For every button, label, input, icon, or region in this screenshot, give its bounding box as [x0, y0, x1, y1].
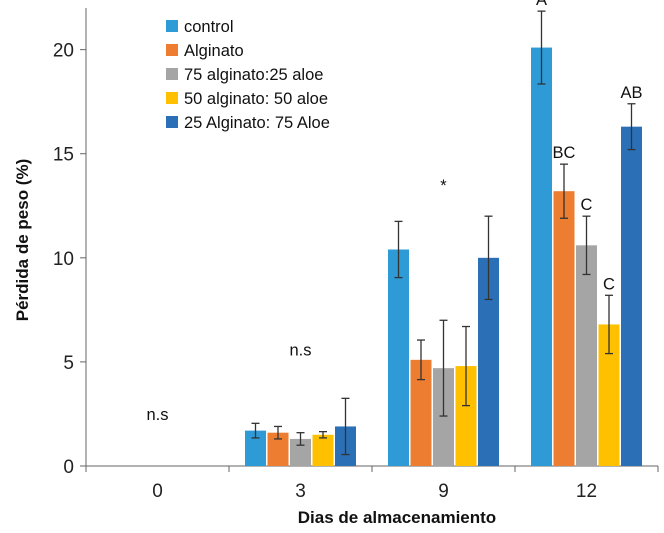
bar-annotation: BC	[553, 144, 576, 162]
bar	[290, 438, 311, 466]
y-tick-label: 0	[63, 457, 74, 478]
legend-label: 50 alginato: 50 aloe	[184, 90, 328, 108]
x-tick-label: 9	[438, 481, 449, 502]
legend-swatch	[166, 20, 178, 32]
x-tick-label: 0	[152, 481, 163, 502]
legend-label: 25 Alginato: 75 Aloe	[184, 114, 330, 132]
error-bar-group	[251, 10, 636, 456]
axis-ticks: 0 5 10 15 20 0 3 9 12	[53, 41, 659, 502]
bar	[245, 430, 266, 466]
y-tick-label: 20	[53, 41, 74, 62]
bar	[433, 368, 454, 466]
bar	[455, 366, 477, 466]
bar-annotation: C	[581, 196, 593, 214]
x-tick-label: 3	[295, 481, 306, 502]
y-tick-label: 5	[63, 353, 74, 374]
group-annotation: n.s	[289, 342, 311, 360]
bar	[312, 434, 334, 466]
legend-label: 75 alginato:25 aloe	[184, 66, 323, 84]
bar	[267, 432, 289, 466]
legend-swatch	[166, 92, 178, 104]
bar-annotation: AB	[620, 84, 642, 102]
bar	[576, 245, 597, 466]
annotations: n.s n.s * A BC C C AB	[146, 0, 642, 424]
y-tick-label: 10	[53, 249, 74, 270]
legend-swatch	[166, 44, 178, 56]
group-annotation: *	[440, 177, 447, 195]
bar	[553, 191, 575, 466]
bar	[388, 249, 409, 466]
x-tick-label: 12	[576, 481, 597, 502]
y-axis-title: Pérdida de peso (%)	[13, 159, 32, 321]
y-tick-label: 15	[53, 145, 74, 166]
bar	[621, 126, 642, 466]
bar	[598, 324, 620, 466]
x-axis-title: Dias de almacenamiento	[298, 508, 496, 527]
legend-swatch	[166, 116, 178, 128]
bar	[478, 257, 499, 466]
chart-legend: control Alginato 75 alginato:25 aloe 50 alg…	[166, 18, 330, 132]
bar	[410, 359, 432, 466]
legend-label: Alginato	[184, 42, 244, 60]
legend-label: control	[184, 18, 234, 36]
bar-annotation: C	[603, 275, 615, 293]
bar-annotation: A	[536, 0, 547, 9]
bar-series-group	[245, 47, 642, 467]
bar	[531, 47, 552, 467]
group-annotation: n.s	[146, 406, 168, 424]
legend-swatch	[166, 68, 178, 80]
